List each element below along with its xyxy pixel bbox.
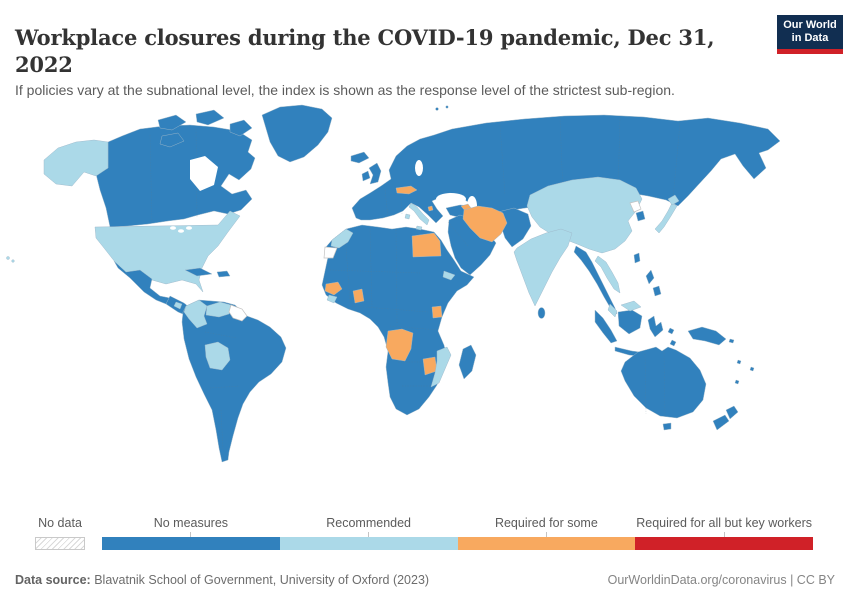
map-region-indochina[interactable] [573,245,618,315]
legend-bin-required_all[interactable]: Required for all but key workers [635,516,813,550]
legend-bin-swatch[interactable] [279,537,458,550]
great-lakes-water [186,226,192,230]
map-region-sulawesi[interactable] [647,315,664,338]
map-region-ireland[interactable] [361,170,371,182]
legend-bin-tick [545,532,547,537]
map-region-uk[interactable] [368,162,382,185]
legend-bin-tick [368,532,370,537]
map-region-tasmania[interactable] [662,422,672,431]
map-region-hokkaido[interactable] [667,194,680,206]
map-region-sumatra[interactable] [594,309,618,344]
map-region-italy[interactable] [408,202,430,226]
map-region-malay-peninsula[interactable] [607,303,618,318]
map-region-venezuela[interactable] [205,301,232,318]
map-region-new-guinea[interactable] [687,326,727,346]
country-borders [149,116,681,451]
map-region-western-sahara[interactable] [323,246,338,259]
hudson-bay-water [190,156,218,191]
owid-logo-line1: Our World [783,19,837,31]
owid-logo[interactable]: Our World in Data [777,15,843,54]
map-region-north-korea[interactable] [629,200,642,213]
map-region-australia[interactable] [620,346,707,419]
map-region-taiwan[interactable] [633,252,641,264]
legend-no-data-swatch[interactable] [35,537,85,550]
map-region-hawaii[interactable] [6,256,10,260]
legend-bin-tick [723,532,725,537]
map-region-new-zealand[interactable] [712,405,739,431]
map-region-angola[interactable] [385,328,414,362]
data-source-label: Data source: [15,573,91,587]
map-region-cuba[interactable] [184,267,213,277]
map-region-italy-islands[interactable] [404,213,423,231]
owid-logo-line2: in Data [791,32,829,44]
data-source-value: Blavatnik School of Government, Universi… [90,573,430,587]
page-subtitle: If policies vary at the subnational leve… [15,82,675,98]
map-region-india[interactable] [513,228,573,307]
map-region-sierra-leone[interactable] [326,294,338,304]
great-lakes-water [178,229,184,233]
map-region-svalbard[interactable] [445,105,449,109]
legend-bin-label: Required for some [494,516,598,530]
map-region-morocco[interactable] [330,228,354,249]
map-region-eritrea[interactable] [442,270,456,281]
legend-bin-label: Required for all but key workers [636,516,813,530]
map-region-vietnam-laos[interactable] [594,255,621,294]
legend-bin-tick [190,532,192,537]
map-region-greenland[interactable] [261,104,333,163]
map-region-malaysia-borneo[interactable] [620,300,642,312]
world-choropleth-map[interactable] [0,100,850,505]
map-region-montenegro[interactable] [427,205,434,212]
map-region-africa[interactable] [321,224,475,416]
great-lakes-water [170,226,176,230]
map-region-mozambique[interactable] [430,346,452,388]
owid-logo-accent-bar [777,49,843,54]
legend-bin-swatch[interactable] [635,537,813,550]
map-region-iran[interactable] [462,205,508,243]
legend-bin-label: Recommended [326,516,411,530]
map-region-hawaii[interactable] [11,259,15,263]
map-region-iceland[interactable] [350,151,370,164]
baltic-sea-water [415,160,423,176]
map-region-madagascar[interactable] [458,344,477,380]
map-region-egypt[interactable] [411,232,442,258]
map-region-colombia[interactable] [183,299,208,329]
map-region-philippines[interactable] [645,269,662,297]
credit-link[interactable]: OurWorldinData.org/coronavirus | CC BY [607,573,835,587]
map-region-arctic-islands[interactable] [157,109,253,148]
legend-bar: No measures Recommended Required for some R… [102,516,813,550]
chart-footer: Data source: Blavatnik School of Governm… [15,572,835,588]
map-region-alaska[interactable] [43,139,109,187]
legend-no-data[interactable]: No data [35,516,85,550]
page-title: Workplace closures during the COVID-19 p… [15,25,715,77]
legend-bin-recommended[interactable]: Recommended [279,516,458,550]
map-region-borneo-indonesia[interactable] [617,309,643,335]
map-region-nicaragua[interactable] [173,301,183,310]
owid-logo-box: Our World in Data [777,15,843,49]
legend-bin-no_measures[interactable]: No measures [102,516,280,550]
map-region-south-korea[interactable] [635,210,646,222]
map-region-ghana[interactable] [352,288,365,304]
map-region-sri-lanka[interactable] [537,307,546,319]
map-region-bolivia[interactable] [204,341,231,371]
legend-no-data-label: No data [38,516,82,530]
map-region-pacific-islands[interactable] [728,338,755,385]
black-sea-water [436,193,466,205]
map-region-guyanas[interactable] [228,304,248,322]
map-region-guinea[interactable] [324,281,343,296]
map-region-uganda[interactable] [431,305,443,319]
legend-bin-label: No measures [153,516,229,530]
legend-bin-swatch[interactable] [102,537,280,550]
data-source-note: Data source: Blavatnik School of Governm… [15,572,429,588]
map-legend: No data No measures Recommended Required f… [35,516,813,550]
map-region-svalbard[interactable] [435,107,439,111]
legend-bin-required_some[interactable]: Required for some [457,516,636,550]
map-region-austria[interactable] [395,185,418,195]
legend-bin-swatch[interactable] [457,537,636,550]
map-region-japan[interactable] [654,202,678,234]
map-region-hispaniola[interactable] [216,270,231,278]
